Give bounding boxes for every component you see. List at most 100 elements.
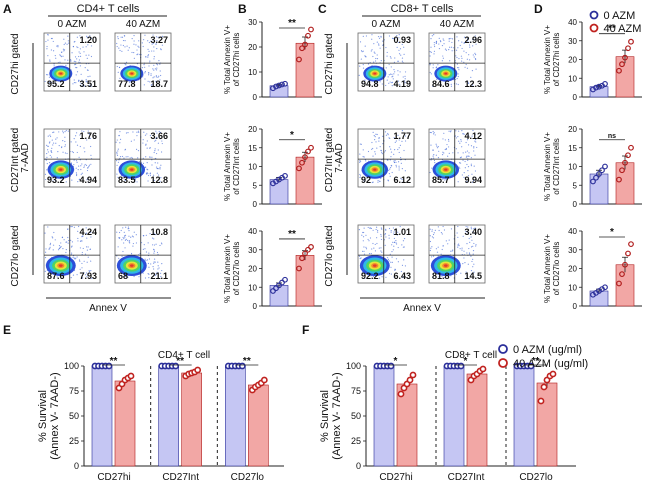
event-dot — [468, 237, 470, 240]
panel-label-a: A — [3, 2, 12, 16]
event-dot — [137, 150, 140, 152]
cell-population — [115, 130, 163, 183]
event-dot — [458, 67, 460, 69]
event-dot — [84, 253, 87, 255]
event-dot — [80, 173, 82, 175]
event-dot — [46, 156, 48, 158]
event-dot — [388, 169, 390, 171]
event-dot — [116, 45, 118, 48]
event-dot — [47, 226, 49, 228]
event-dot — [470, 236, 472, 238]
event-dot — [401, 264, 404, 266]
event-dot — [52, 50, 55, 52]
event-dot — [378, 140, 380, 142]
event-dot — [384, 131, 387, 133]
event-dot — [385, 67, 387, 69]
chart-title: CD8+ T cell — [445, 350, 497, 361]
event-dot — [389, 56, 392, 58]
event-dot — [391, 82, 393, 84]
event-dot — [83, 130, 85, 133]
y-tick-label: 30 — [568, 246, 577, 255]
event-dot — [125, 226, 127, 228]
event-dot — [84, 274, 87, 276]
event-dot — [369, 237, 372, 239]
event-dot — [115, 141, 117, 143]
event-dot — [89, 84, 91, 86]
event-dot — [472, 253, 474, 255]
event-dot — [147, 180, 149, 182]
event-dot — [471, 70, 474, 72]
event-dot — [72, 83, 74, 85]
event-dot — [403, 80, 406, 82]
event-dot — [60, 51, 63, 54]
event-dot — [393, 233, 395, 235]
event-dot — [473, 150, 475, 152]
event-dot — [126, 45, 128, 47]
event-dot — [117, 71, 119, 73]
event-dot — [52, 180, 54, 182]
event-dot — [401, 168, 403, 170]
event-dot — [388, 227, 391, 230]
event-dot — [129, 242, 131, 244]
event-dot — [128, 240, 131, 242]
event-dot — [368, 253, 371, 255]
event-dot — [442, 151, 444, 153]
event-dot — [72, 274, 75, 276]
event-dot — [65, 64, 67, 67]
event-dot — [461, 57, 463, 59]
quadrant-ll-value: 93.2 — [47, 175, 65, 185]
gate-label: CD27Int gated — [324, 128, 335, 193]
event-dot — [135, 148, 138, 150]
event-dot — [440, 232, 443, 234]
event-dot — [129, 81, 131, 84]
event-dot — [140, 162, 143, 164]
event-dot — [390, 273, 392, 275]
event-dot — [49, 244, 51, 246]
event-dot — [400, 177, 402, 179]
event-dot — [398, 49, 400, 51]
event-dot — [441, 248, 443, 251]
event-dot — [76, 58, 78, 60]
quadrant-ll-value: 92.2 — [361, 271, 379, 281]
event-dot — [381, 83, 383, 85]
event-dot — [73, 79, 75, 81]
panel-label-e: E — [3, 323, 11, 337]
event-dot — [57, 249, 60, 251]
event-dot — [398, 151, 400, 154]
event-dot — [397, 148, 399, 151]
event-dot — [450, 250, 452, 252]
event-dot — [155, 130, 157, 132]
event-dot — [384, 244, 386, 247]
event-dot — [460, 55, 463, 57]
event-dot — [431, 230, 433, 232]
event-dot — [131, 51, 133, 54]
event-dot — [147, 242, 149, 244]
event-dot — [123, 157, 125, 159]
event-dot — [128, 230, 130, 232]
y-tick-label: 20 — [248, 265, 257, 274]
event-dot — [133, 231, 135, 233]
event-dot — [379, 47, 381, 49]
event-dot — [467, 155, 469, 157]
event-dot — [359, 257, 361, 260]
event-dot — [59, 54, 61, 56]
event-dot — [89, 35, 91, 37]
event-dot — [159, 168, 161, 170]
event-dot — [153, 151, 155, 154]
panel-label-c: C — [318, 2, 327, 16]
event-dot — [451, 41, 453, 44]
significance-label: ** — [288, 229, 296, 240]
event-dot — [75, 160, 78, 162]
event-dot — [161, 35, 164, 38]
event-dot — [430, 46, 432, 48]
event-dot — [46, 169, 48, 171]
event-dot — [74, 40, 76, 43]
event-dot — [459, 167, 461, 169]
event-dot — [455, 137, 458, 139]
event-dot — [449, 46, 451, 48]
event-dot — [148, 74, 150, 76]
event-dot — [470, 76, 472, 79]
event-dot — [398, 37, 400, 39]
event-dot — [59, 61, 61, 63]
event-dot — [123, 238, 125, 240]
